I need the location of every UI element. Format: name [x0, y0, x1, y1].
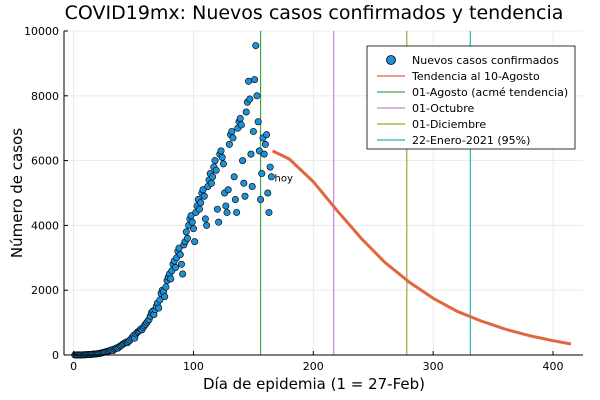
data-point [222, 202, 230, 210]
data-point [225, 140, 233, 148]
data-point [242, 108, 250, 116]
x-tick-label: 100 [183, 360, 204, 373]
data-point [246, 95, 254, 103]
data-point [251, 76, 259, 84]
data-point [240, 179, 248, 187]
legend-label: 01-Octubre [412, 102, 475, 115]
data-point [189, 225, 197, 233]
plot-area [71, 31, 572, 359]
data-point [254, 118, 262, 126]
data-point [236, 114, 244, 122]
data-point [260, 150, 268, 158]
data-point [176, 251, 184, 259]
data-point [211, 157, 219, 165]
x-tick-label: 300 [423, 360, 444, 373]
data-point [241, 192, 249, 200]
data-point [195, 205, 203, 213]
data-point [229, 134, 237, 142]
data-point [263, 131, 271, 139]
x-tick-label: 0 [70, 360, 77, 373]
legend-label: 22-Enero-2021 (95%) [412, 134, 530, 147]
data-point [207, 179, 215, 187]
data-point [218, 153, 226, 161]
legend-label: 01-Agosto (acmé tendencia) [412, 86, 568, 99]
data-point [188, 218, 196, 226]
data-point [230, 173, 238, 181]
legend: Nuevos casos confirmados Tendencia al 10-… [366, 45, 576, 150]
legend-box [366, 45, 576, 150]
data-point [253, 92, 261, 100]
y-tick-label: 8000 [31, 90, 59, 103]
data-point [266, 163, 274, 171]
data-point [179, 270, 187, 278]
data-point [201, 215, 209, 223]
y-tick-label: 6000 [31, 155, 59, 168]
data-point [167, 275, 175, 283]
data-point [264, 189, 272, 197]
data-point [223, 208, 231, 216]
data-point [200, 192, 208, 200]
data-point [183, 234, 191, 242]
data-point [247, 150, 255, 158]
data-point [217, 147, 225, 155]
data-point [258, 170, 266, 178]
legend-label: Nuevos casos confirmados [412, 54, 559, 67]
chart-title: COVID19mx: Nuevos casos confirmados y te… [65, 2, 564, 24]
data-point [231, 195, 239, 203]
data-point [249, 127, 257, 135]
data-point [239, 157, 247, 165]
data-point [191, 238, 199, 246]
data-point [245, 77, 253, 85]
annotation-hoy: hoy [275, 174, 293, 185]
data-point [257, 195, 265, 203]
data-point [224, 186, 232, 194]
y-tick-label: 4000 [31, 219, 59, 232]
x-tick-label: 200 [303, 360, 324, 373]
y-tick-label: 10000 [24, 25, 59, 38]
data-point [212, 166, 220, 174]
data-point [171, 264, 179, 272]
data-point [177, 260, 185, 268]
legend-label: 01-Diciembre [412, 118, 486, 131]
data-point [161, 293, 169, 301]
y-tick-label: 0 [52, 349, 59, 362]
data-point [237, 121, 245, 129]
data-point [267, 173, 275, 181]
y-axis-title: Número de casos [8, 128, 26, 258]
data-point [197, 199, 205, 207]
data-point [213, 205, 221, 213]
data-point [228, 127, 236, 135]
data-point [261, 140, 269, 148]
data-point [209, 173, 217, 181]
data-point [248, 183, 256, 191]
data-point [265, 208, 273, 216]
data-point [155, 304, 163, 312]
legend-label: Tendencia al 10-Agosto [411, 70, 540, 83]
data-point [203, 221, 211, 229]
data-point [219, 160, 227, 168]
data-point [255, 147, 263, 155]
x-axis-title: Día de epidemia (1 = 27-Feb) [203, 375, 425, 393]
data-point [215, 218, 223, 226]
legend-marker [386, 55, 396, 65]
data-point [182, 228, 190, 236]
data-point [162, 283, 170, 291]
trend-line [271, 149, 572, 346]
x-tick-label: 400 [543, 360, 564, 373]
data-point [252, 42, 260, 50]
y-tick-label: 2000 [31, 284, 59, 297]
data-point [233, 208, 241, 216]
